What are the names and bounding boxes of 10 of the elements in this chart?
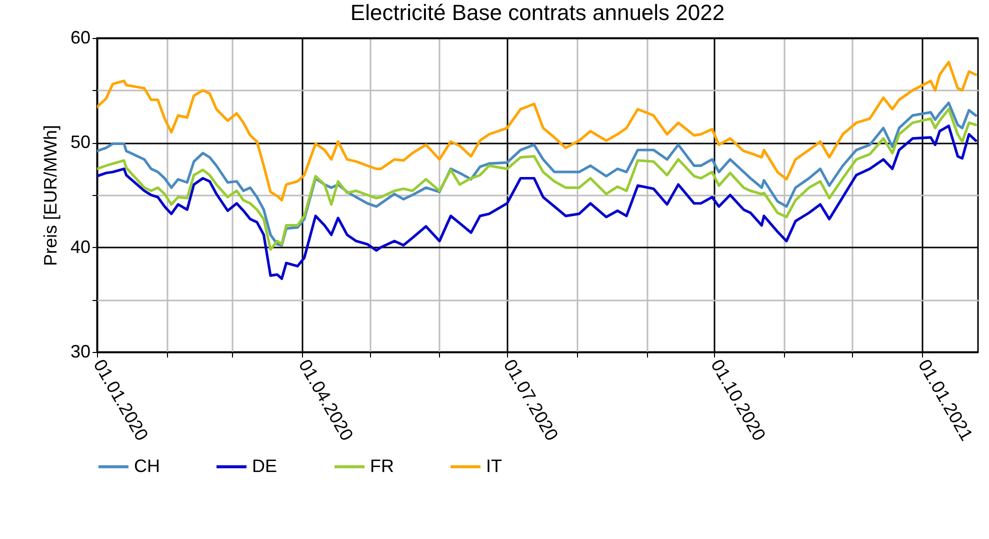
y-tick-label: 60 [70,28,90,48]
y-tick-label: 40 [70,236,90,257]
legend-label: CH [134,456,160,476]
chart-title: Electricité Base contrats annuels 2022 [350,0,725,25]
y-axis-title: Preis [EUR/MWh] [40,124,60,266]
y-tick-label: 30 [70,342,90,362]
legend-label: DE [252,456,278,476]
legend-label: FR [370,456,394,476]
y-tick-label: 50 [70,132,90,152]
legend-label: IT [486,456,502,476]
